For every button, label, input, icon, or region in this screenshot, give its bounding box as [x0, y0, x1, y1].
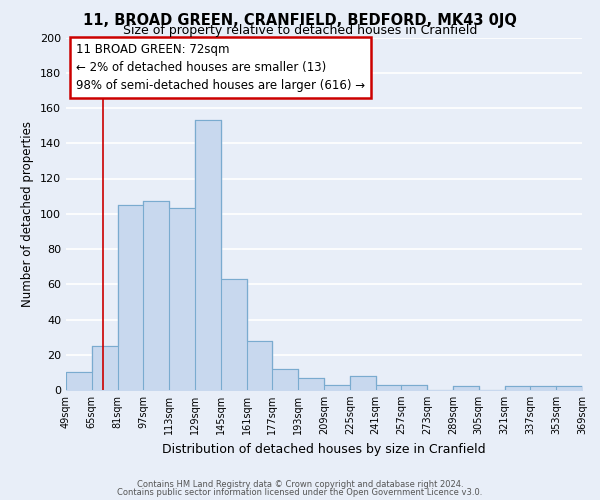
- Text: 11 BROAD GREEN: 72sqm
← 2% of detached houses are smaller (13)
98% of semi-detac: 11 BROAD GREEN: 72sqm ← 2% of detached h…: [76, 43, 365, 92]
- Text: 11, BROAD GREEN, CRANFIELD, BEDFORD, MK43 0JQ: 11, BROAD GREEN, CRANFIELD, BEDFORD, MK4…: [83, 12, 517, 28]
- Text: Size of property relative to detached houses in Cranfield: Size of property relative to detached ho…: [123, 24, 477, 37]
- Text: Contains HM Land Registry data © Crown copyright and database right 2024.: Contains HM Land Registry data © Crown c…: [137, 480, 463, 489]
- Y-axis label: Number of detached properties: Number of detached properties: [22, 120, 34, 306]
- Text: Contains public sector information licensed under the Open Government Licence v3: Contains public sector information licen…: [118, 488, 482, 497]
- X-axis label: Distribution of detached houses by size in Cranfield: Distribution of detached houses by size …: [162, 442, 486, 456]
